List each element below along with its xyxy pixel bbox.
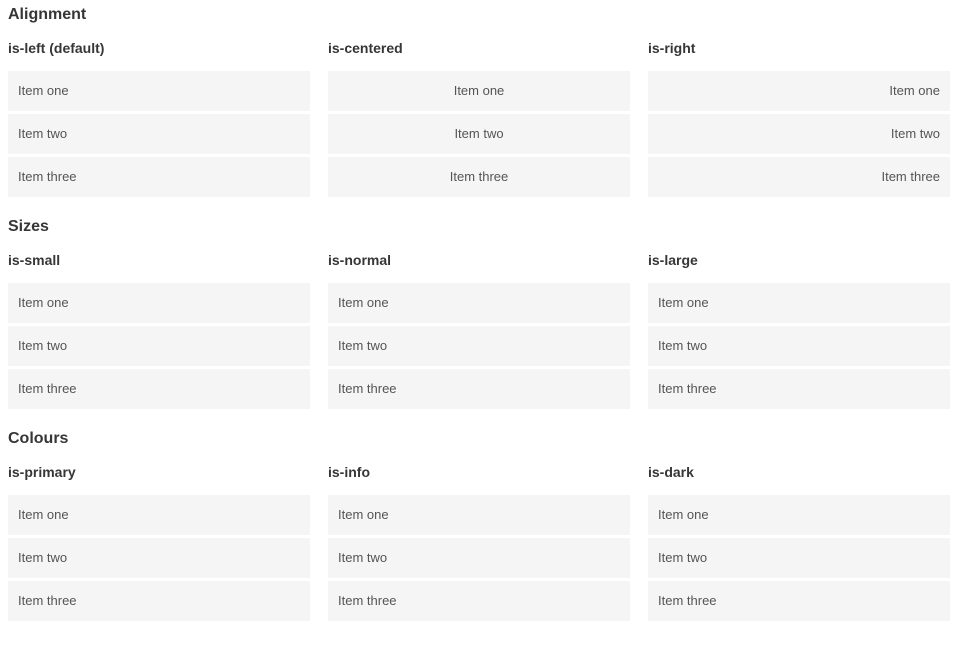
column-heading-is-primary: is-primary [8,464,76,481]
column-heading-is-centered: is-centered [328,40,403,57]
section-title-colours: Colours [8,429,69,447]
section-title-alignment: Alignment [8,6,87,23]
list-is-primary: Item one Item two Item three [8,494,310,621]
list-is-left: Item one Item two Item three [8,70,310,197]
list-item: Item two [648,325,950,366]
list-item: Item three [8,368,310,409]
list-item: Item two [328,537,630,578]
colours-grid: is-primary Item one Item two Item three … [8,448,950,624]
alignment-section: Alignment is-left (default) Item one Ite… [8,5,950,200]
column-heading-is-normal: is-normal [328,252,392,269]
list-item: Item one [8,282,310,323]
list-item: Item three [648,368,950,409]
column-is-right: is-right Item one Item two Item three [648,24,950,200]
list-item: Item two [648,537,950,578]
list-item: Item one [8,494,310,535]
list-is-large: Item one Item two Item three [648,282,950,409]
list-item: Item three [328,368,630,409]
list-item: Item three [328,156,630,197]
column-is-centered: is-centered Item one Item two Item three [328,24,630,200]
list-item: Item two [8,537,310,578]
list-item: Item three [328,580,630,621]
list-item: Item one [328,494,630,535]
colours-section: Colours is-primary Item one Item two Ite… [8,429,950,624]
column-heading-is-right: is-right [648,40,696,57]
list-is-info: Item one Item two Item three [328,494,630,621]
column-heading-is-dark: is-dark [648,464,694,481]
list-item: Item three [8,156,310,197]
column-is-dark: is-dark Item one Item two Item three [648,448,950,624]
column-heading-is-left: is-left (default) [8,40,105,57]
list-is-normal: Item one Item two Item three [328,282,630,409]
list-is-small: Item one Item two Item three [8,282,310,409]
list-item: Item one [648,282,950,323]
column-is-small: is-small Item one Item two Item three [8,236,310,412]
column-heading-is-small: is-small [8,252,61,269]
list-item: Item one [328,70,630,111]
alignment-grid: is-left (default) Item one Item two Item… [8,24,950,200]
column-heading-is-info: is-info [328,464,370,481]
list-item: Item two [328,113,630,154]
list-item: Item two [648,113,950,154]
list-item: Item two [8,325,310,366]
column-is-primary: is-primary Item one Item two Item three [8,448,310,624]
sizes-grid: is-small Item one Item two Item three is… [8,236,950,412]
list-item: Item one [648,494,950,535]
list-is-right: Item one Item two Item three [648,70,950,197]
list-is-dark: Item one Item two Item three [648,494,950,621]
column-heading-is-large: is-large [648,252,698,269]
list-item: Item one [8,70,310,111]
list-item: Item three [648,580,950,621]
list-item: Item one [648,70,950,111]
list-is-centered: Item one Item two Item three [328,70,630,197]
list-item: Item one [328,282,630,323]
column-is-normal: is-normal Item one Item two Item three [328,236,630,412]
list-item: Item three [8,580,310,621]
list-item: Item two [328,325,630,366]
sizes-section: Sizes is-small Item one Item two Item th… [8,217,950,412]
list-item: Item three [648,156,950,197]
section-title-sizes: Sizes [8,217,49,235]
list-item: Item two [8,113,310,154]
column-is-large: is-large Item one Item two Item three [648,236,950,412]
column-is-left: is-left (default) Item one Item two Item… [8,24,310,200]
column-is-info: is-info Item one Item two Item three [328,448,630,624]
